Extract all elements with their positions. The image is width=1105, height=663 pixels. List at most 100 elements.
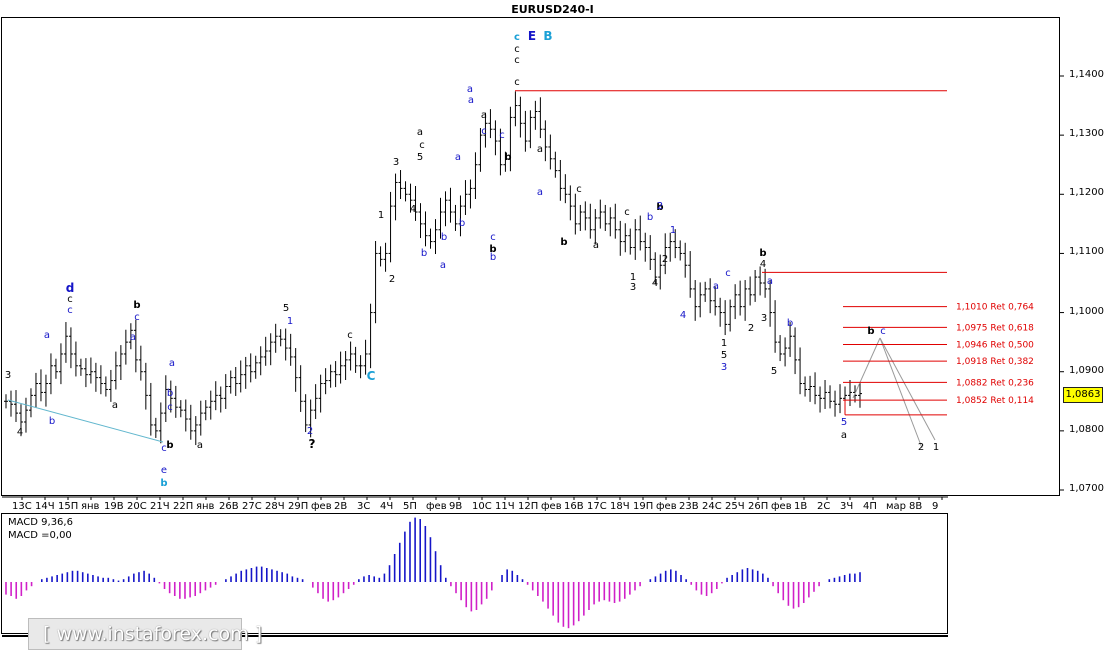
candle	[288, 333, 293, 366]
candle	[803, 376, 808, 397]
wave-label: a	[417, 127, 423, 138]
candle	[608, 207, 613, 237]
candle	[713, 286, 718, 316]
candle	[808, 375, 813, 402]
candle	[88, 357, 93, 384]
candle	[58, 343, 63, 385]
candle	[203, 400, 208, 421]
x-tick-label: 27С	[242, 501, 262, 512]
wave-label: 2	[657, 201, 663, 212]
wave-label: 4	[680, 310, 686, 321]
candle	[143, 362, 148, 410]
wave-label: c	[67, 294, 73, 305]
candle	[53, 358, 58, 379]
candle	[428, 228, 433, 249]
forecast-line-up	[852, 337, 881, 399]
candle	[783, 337, 788, 367]
wave-label: c	[347, 330, 353, 341]
wave-label: c	[67, 305, 73, 316]
candle	[473, 152, 478, 200]
resistance-levels	[515, 90, 947, 416]
fib-label: 1,0882 Ret 0,236	[956, 378, 1034, 388]
wave-label: c	[134, 312, 140, 323]
x-tick-label: фев	[311, 501, 332, 512]
candle	[408, 183, 413, 213]
candle	[333, 361, 338, 388]
candle	[348, 341, 353, 371]
x-tick-label: 20С	[127, 501, 147, 512]
candle	[253, 355, 258, 379]
candle	[833, 390, 838, 417]
candle	[298, 365, 303, 412]
fib-label: 1,0946 Ret 0,500	[956, 341, 1034, 351]
candle	[363, 339, 368, 375]
wave-label: 3	[630, 282, 636, 293]
candle	[103, 376, 108, 397]
price-panel	[1, 17, 1060, 496]
candle	[328, 364, 333, 388]
candle	[43, 374, 48, 407]
wave-label: a	[713, 281, 719, 292]
wave-label: E	[528, 29, 536, 43]
wave-label: 4	[17, 427, 23, 438]
wave-label: B	[543, 29, 552, 43]
wave-label: b	[421, 248, 427, 259]
x-tick-label: 1В	[794, 501, 808, 512]
candle	[603, 204, 608, 231]
candle	[533, 100, 538, 130]
fib-label: 1,0852 Ret 0,114	[956, 396, 1034, 406]
candle	[453, 204, 458, 231]
wave-label: b	[489, 244, 496, 255]
macd-panel	[1, 513, 948, 634]
wave-label: c	[167, 402, 173, 413]
candle	[778, 335, 783, 362]
wave-label: 1	[670, 225, 676, 236]
fib-label: 1,1010 Ret 0,764	[956, 303, 1034, 313]
candle	[168, 380, 173, 413]
candle	[398, 170, 403, 200]
candle	[248, 353, 253, 383]
candle	[748, 276, 753, 306]
candle	[673, 229, 678, 259]
candle	[478, 128, 483, 172]
x-tick-label: фев	[771, 501, 792, 512]
candle	[573, 193, 578, 235]
wave-label: b	[166, 440, 173, 451]
candle	[768, 280, 773, 327]
candle	[433, 219, 438, 255]
wave-label: b	[504, 152, 511, 163]
candle	[273, 323, 278, 353]
y-tick-label: 1,0800	[1069, 423, 1104, 435]
candle	[483, 112, 488, 148]
candle	[318, 374, 323, 413]
candle	[593, 209, 598, 244]
candle	[503, 151, 508, 172]
candle	[678, 240, 683, 261]
wave-label: 4	[410, 204, 416, 215]
candle	[413, 186, 418, 221]
wave-label: b	[787, 318, 793, 329]
candle	[443, 191, 448, 227]
wave-label: a	[537, 187, 543, 198]
candle	[158, 402, 163, 444]
chart-title: EURUSD240-I	[511, 3, 594, 16]
wave-label: a	[169, 358, 175, 369]
candle	[68, 327, 73, 369]
y-tick-label: 1,0700	[1069, 483, 1104, 494]
forecast-line-down-2	[879, 337, 936, 441]
fibonacci-levels: 1,1010 Ret 0,764 1,0975 Ret 0,618 1,0946 R…	[843, 303, 1034, 406]
macd-histogram	[5, 517, 861, 629]
candle	[723, 300, 728, 336]
candle	[148, 382, 153, 436]
wave-label: c	[725, 268, 731, 279]
candle	[838, 384, 843, 414]
wave-label: b	[133, 300, 140, 311]
wave-label: b	[160, 478, 167, 489]
candle	[688, 251, 693, 298]
wave-label: b	[759, 248, 766, 259]
candle	[683, 242, 688, 278]
candle	[33, 372, 38, 408]
forecast-line-down-1	[879, 337, 923, 449]
x-tick-label: 26В	[219, 501, 239, 512]
